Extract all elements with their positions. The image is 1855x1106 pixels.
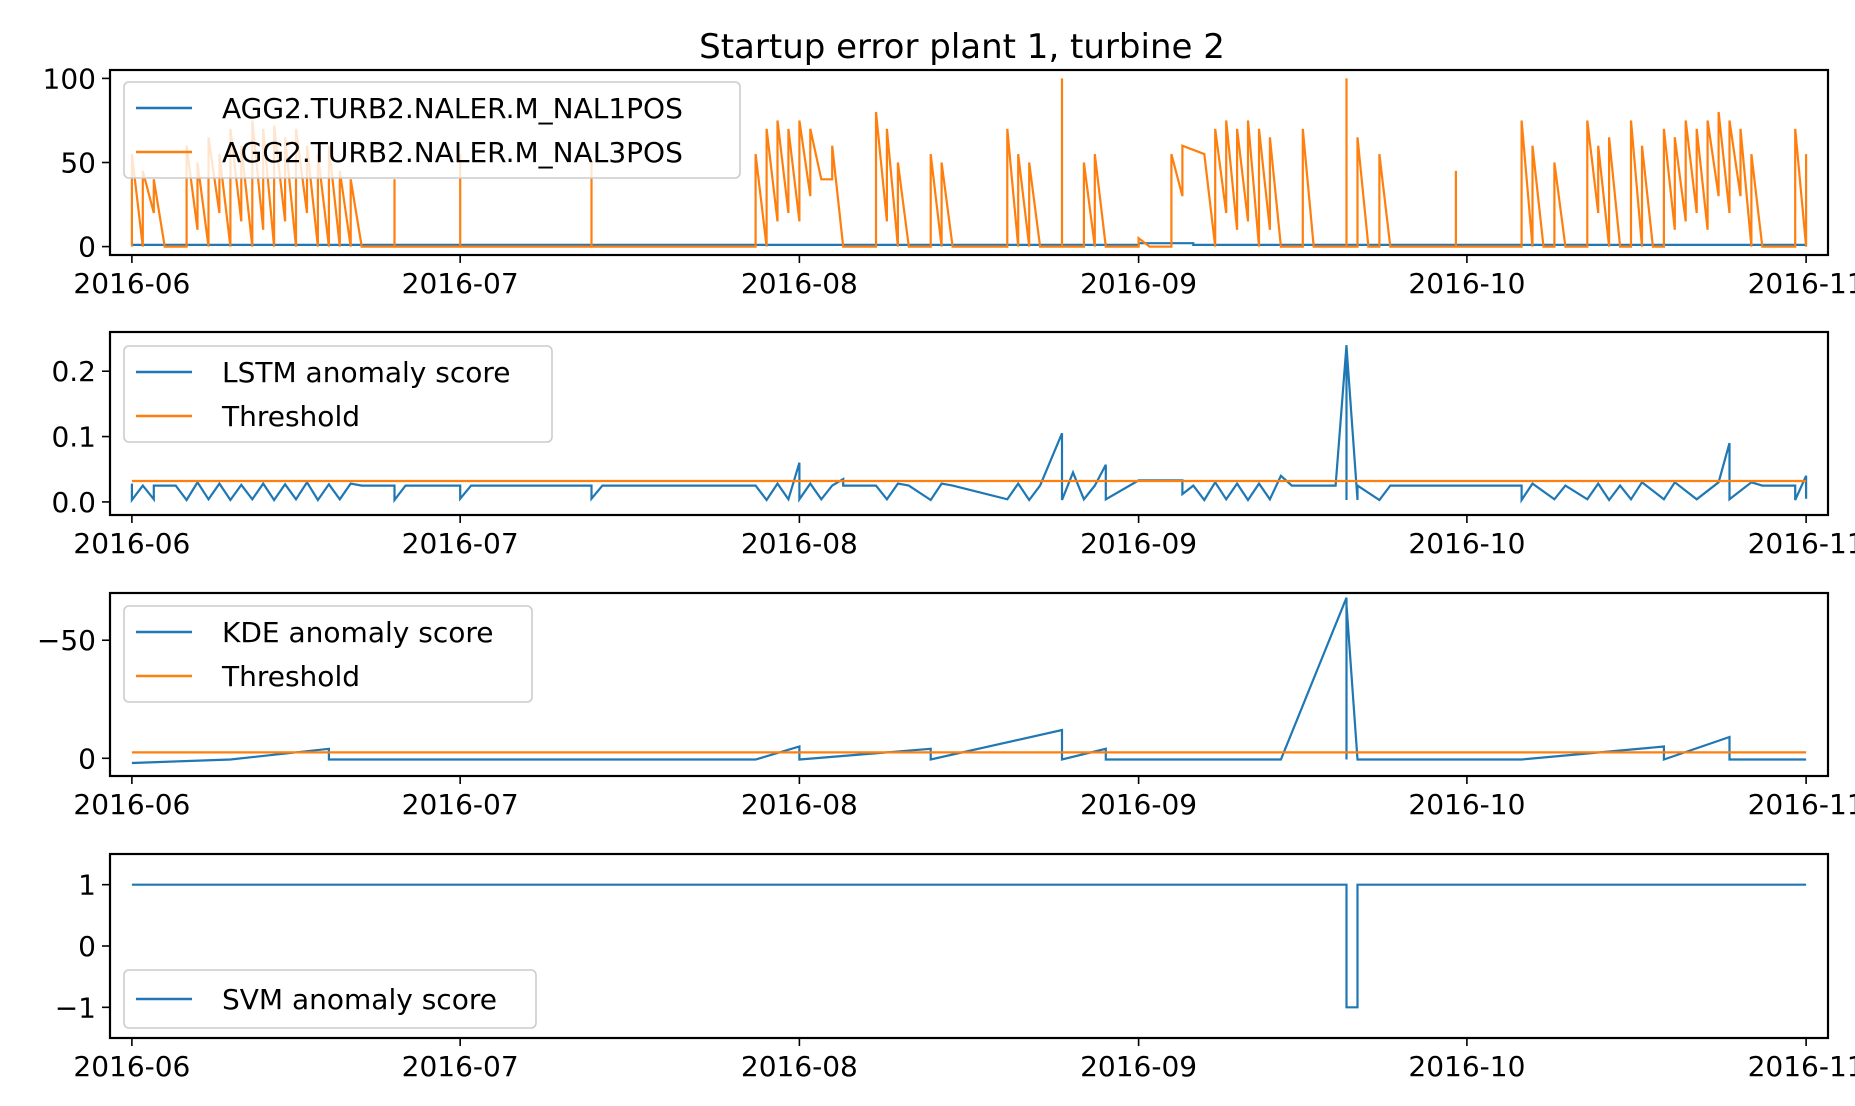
legend-box: [123, 969, 537, 1029]
x-tick-label: 2016-07: [402, 1050, 519, 1083]
legend: AGG2.TURB2.NALER.M_NAL1POS AGG2.TURB2.NAL…: [123, 81, 741, 179]
x-tick-label: 2016-10: [1408, 527, 1525, 560]
panel-4: 2016-06 2016-07 2016-08 2016-09 2016-10 2016-…: [55, 852, 1855, 1083]
y-tick-label: 100: [43, 62, 96, 95]
panel-2: 2016-06 2016-07 2016-08 2016-09 2016-10 2016-…: [51, 330, 1855, 560]
legend-box: [123, 81, 741, 179]
x-tick-label: 2016-10: [1408, 1050, 1525, 1083]
legend-label: Threshold: [221, 660, 360, 693]
y-tick-label: −50: [37, 624, 96, 657]
panel-1: 2016-06 2016-07 2016-08 2016-09 2016-10 2016-…: [43, 62, 1855, 300]
y-tick-label: −1: [55, 991, 96, 1024]
x-tick-label: 2016-06: [73, 1050, 190, 1083]
x-tick-label: 2016-11: [1748, 267, 1855, 300]
plot-frame: [108, 330, 1830, 517]
series-line-1: [130, 345, 1808, 504]
legend-label: AGG2.TURB2.NALER.M_NAL1POS: [222, 92, 683, 125]
x-tick-label: 2016-08: [741, 788, 858, 821]
x-tick-label: 2016-11: [1748, 527, 1855, 560]
series-line-1: [131, 242, 1807, 246]
legend-label: Threshold: [221, 400, 360, 433]
x-tick-label: 2016-11: [1748, 1050, 1855, 1083]
plot-frame: [108, 591, 1830, 778]
y-tick-label: 0.1: [51, 421, 96, 454]
y-tick-label: 0.0: [51, 486, 96, 519]
legend-box: [123, 345, 553, 443]
x-tick-label: 2016-10: [1408, 788, 1525, 821]
legend-box: [123, 605, 533, 703]
legend: SVM anomaly score: [123, 969, 537, 1029]
x-tick-label: 2016-08: [741, 1050, 858, 1083]
y-tick-label: 50: [60, 147, 96, 180]
panel-3: 2016-06 2016-07 2016-08 2016-09 2016-10 2016-…: [37, 591, 1855, 821]
x-tick-label: 2016-07: [402, 267, 519, 300]
x-tick-label: 2016-08: [741, 527, 858, 560]
x-tick-label: 2016-06: [73, 527, 190, 560]
y-tick-label: 0: [78, 742, 96, 775]
x-tick-label: 2016-09: [1080, 267, 1197, 300]
legend-label: AGG2.TURB2.NALER.M_NAL3POS: [222, 136, 683, 169]
legend: LSTM anomaly score Threshold: [123, 345, 553, 443]
x-tick-label: 2016-07: [402, 788, 519, 821]
y-tick-label: 0: [78, 930, 96, 963]
x-tick-label: 2016-11: [1748, 788, 1855, 821]
x-tick-label: 2016-06: [73, 788, 190, 821]
chart-title: Startup error plant 1, turbine 2: [699, 27, 1225, 67]
x-tick-label: 2016-06: [73, 267, 190, 300]
y-tick-label: 1: [78, 869, 96, 902]
x-tick-label: 2016-09: [1080, 527, 1197, 560]
y-tick-label: 0.2: [51, 355, 96, 388]
x-tick-label: 2016-08: [741, 267, 858, 300]
x-tick-label: 2016-09: [1080, 788, 1197, 821]
legend-label: LSTM anomaly score: [222, 356, 511, 389]
legend-label: SVM anomaly score: [222, 983, 497, 1016]
series-line-1: [131, 883, 1807, 1009]
x-tick-label: 2016-10: [1408, 267, 1525, 300]
legend: KDE anomaly score Threshold: [123, 605, 533, 703]
legend-label: KDE anomaly score: [222, 616, 493, 649]
x-tick-label: 2016-07: [402, 527, 519, 560]
y-tick-label: 0: [78, 231, 96, 264]
x-tick-label: 2016-09: [1080, 1050, 1197, 1083]
